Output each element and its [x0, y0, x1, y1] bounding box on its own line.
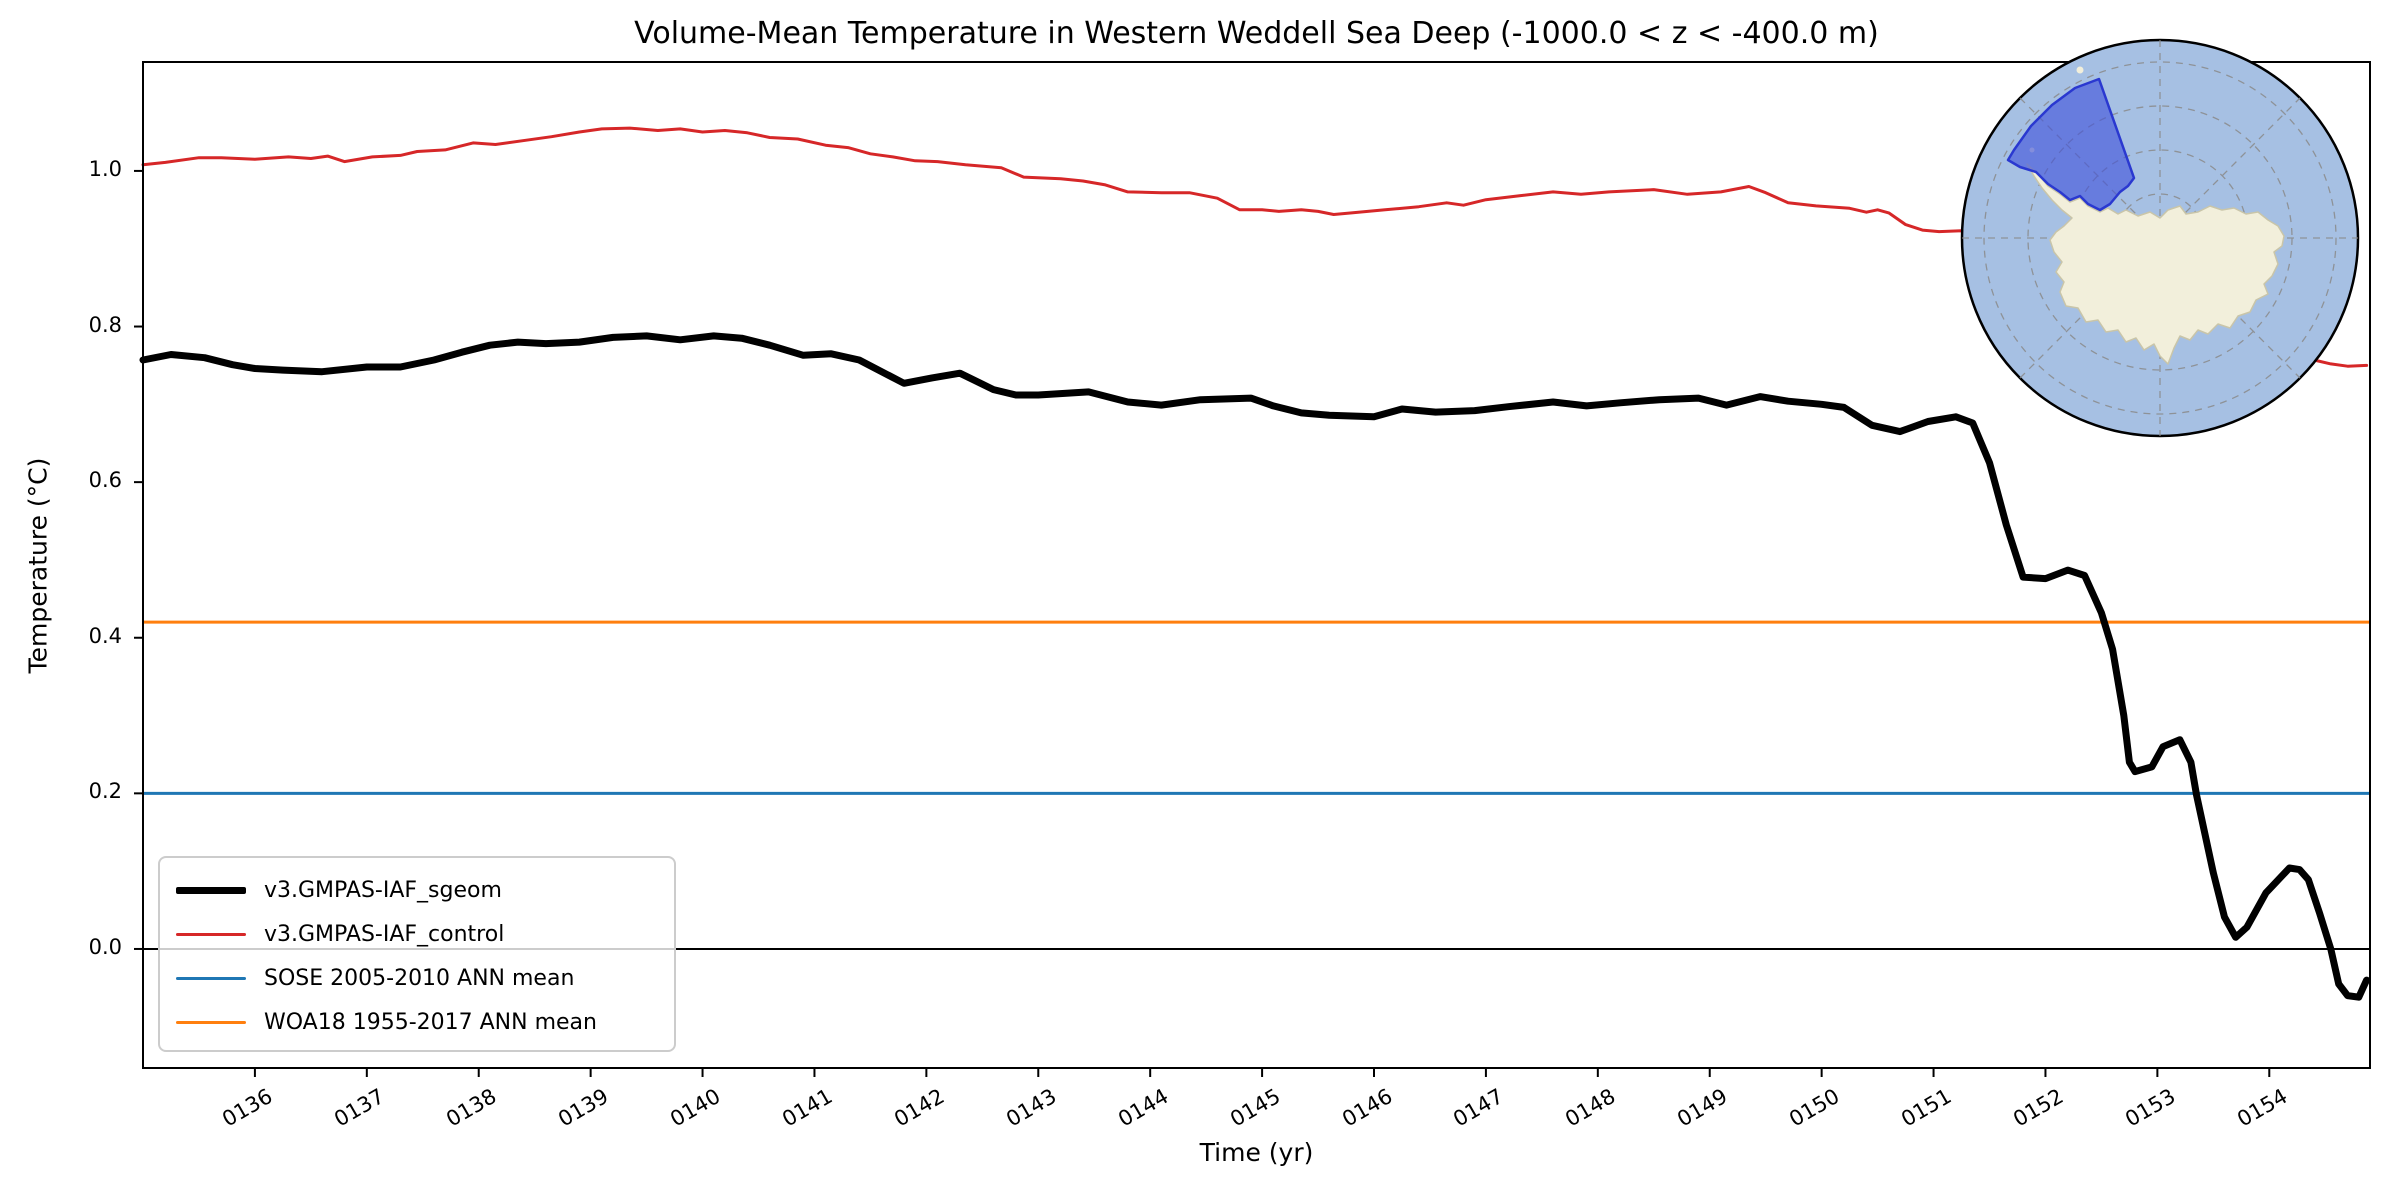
x-tick-label: 0146	[1337, 1084, 1397, 1132]
legend-line-swatch	[176, 976, 246, 980]
x-tick-label: 0143	[1001, 1084, 1061, 1132]
x-axis-label: Time (yr)	[1199, 1138, 1314, 1167]
x-tick-label: 0138	[442, 1084, 501, 1132]
x-tick-label: 0137	[330, 1084, 389, 1132]
legend-label: v3.GMPAS-IAF_sgeom	[264, 877, 502, 903]
x-tick-label: 0149	[1673, 1084, 1732, 1132]
legend-row: v3.GMPAS-IAF_sgeom	[176, 868, 674, 912]
legend-line-swatch	[176, 1020, 246, 1024]
map-island-dot	[2076, 66, 2084, 74]
x-tick-label: 0140	[666, 1084, 725, 1132]
y-tick-label: 0.0	[88, 934, 122, 959]
x-tick-label: 0153	[2121, 1084, 2180, 1132]
x-tick-label: 0141	[778, 1084, 837, 1132]
legend-row: WOA18 1955-2017 ANN mean	[176, 1000, 674, 1044]
legend-row: SOSE 2005-2010 ANN mean	[176, 956, 674, 1000]
legend-line-swatch	[176, 932, 246, 936]
legend-label: SOSE 2005-2010 ANN mean	[264, 965, 575, 991]
x-tick-label: 0147	[1449, 1084, 1508, 1132]
x-tick-label: 0139	[554, 1084, 613, 1132]
x-tick-label: 0154	[2233, 1084, 2292, 1132]
legend-label: WOA18 1955-2017 ANN mean	[264, 1009, 597, 1035]
antarctica-landmass	[2026, 163, 2285, 365]
legend-label: v3.GMPAS-IAF_control	[264, 921, 505, 947]
x-tick-label: 0151	[1897, 1084, 1956, 1132]
y-tick-label: 0.2	[88, 779, 122, 804]
y-tick-label: 1.0	[88, 156, 122, 181]
y-tick-label: 0.4	[88, 623, 122, 648]
legend: v3.GMPAS-IAF_sgeom v3.GMPAS-IAF_control SO…	[158, 856, 676, 1052]
map-islet-dot	[2029, 147, 2035, 153]
map-graticule	[1962, 40, 2358, 436]
legend-row: v3.GMPAS-IAF_control	[176, 912, 674, 956]
series-line-v3-gmpas-iaf-control	[141, 126, 2369, 368]
x-tick-label: 0152	[2009, 1084, 2068, 1132]
x-tick-label: 0150	[1785, 1084, 1844, 1132]
weddell-region-highlight	[2006, 77, 2136, 212]
y-axis-label: Temperature (°C)	[23, 457, 53, 674]
legend-line-swatch	[176, 886, 246, 894]
chart-title: Volume-Mean Temperature in Western Wedde…	[634, 16, 1879, 51]
y-tick-label: 0.6	[88, 468, 122, 493]
x-tick-label: 0148	[1561, 1084, 1620, 1132]
x-tick-label: 0136	[218, 1084, 277, 1132]
x-tick-label: 0142	[890, 1084, 949, 1132]
x-tick-label: 0144	[1113, 1084, 1173, 1132]
y-tick-label: 0.8	[88, 312, 122, 337]
map-ocean	[1960, 38, 2360, 438]
x-tick-label: 0145	[1225, 1084, 1285, 1132]
